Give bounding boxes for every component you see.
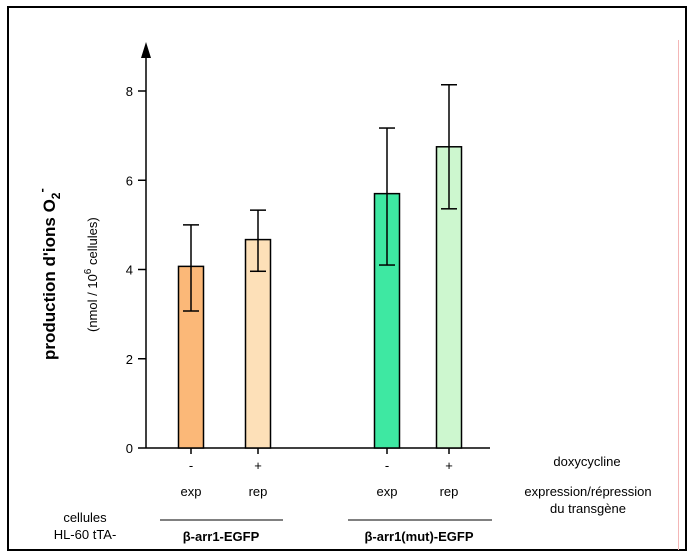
bar-label: exp xyxy=(377,484,398,499)
right-label-transgene: du transgène xyxy=(550,501,626,516)
y-tick-label: 8 xyxy=(126,84,133,99)
y-axis-arrow xyxy=(141,42,151,58)
group-label-1: β-arr1-EGFP xyxy=(183,529,260,544)
bar-sign-label: - xyxy=(385,458,389,473)
right-label-doxycycline: doxycycline xyxy=(553,454,620,469)
bar-label: rep xyxy=(440,484,459,499)
bar-label: exp xyxy=(181,484,202,499)
y-tick-label: 6 xyxy=(126,173,133,188)
right-label-expression: expression/répression xyxy=(524,484,651,499)
y-tick-label: 2 xyxy=(126,352,133,367)
bar-label: rep xyxy=(249,484,268,499)
y-axis-title: production d'ions O2- xyxy=(34,188,63,360)
row-label-cell-line: HL-60 tTA- xyxy=(54,527,117,542)
bar-sign-label: + xyxy=(254,458,262,473)
row-label-cells: cellules xyxy=(63,510,107,525)
figure-frame xyxy=(7,6,687,551)
bar-sign-label: + xyxy=(445,458,453,473)
margin-line xyxy=(678,40,679,550)
y-tick-label: 0 xyxy=(126,441,133,456)
y-axis-unit: (nmol / 106 cellules) xyxy=(83,217,100,332)
bar-sign-label: - xyxy=(189,458,193,473)
y-ticks: 0 2 4 6 8 xyxy=(126,84,146,456)
y-tick-label: 4 xyxy=(126,263,133,278)
bars: - exp + rep - exp + rep xyxy=(177,84,463,499)
group-label-2: β-arr1(mut)-EGFP xyxy=(364,529,473,544)
